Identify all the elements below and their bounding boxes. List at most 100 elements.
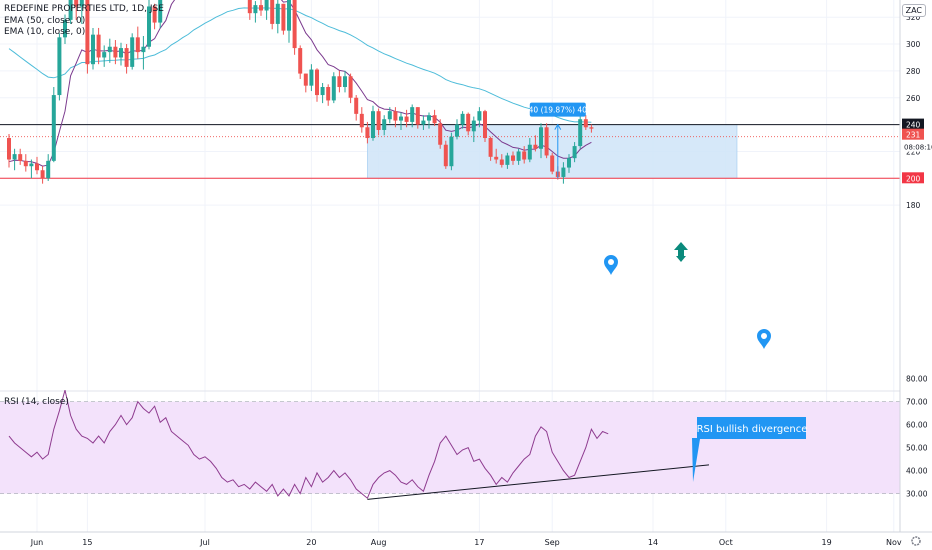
candle-body <box>40 170 45 179</box>
rsi-line <box>8 389 609 500</box>
candle-body <box>46 160 51 179</box>
time-tick-label: 15 <box>82 538 92 547</box>
candle-body <box>404 116 409 122</box>
currency-badge[interactable]: ZAC <box>901 4 926 17</box>
rsi-tick-label: 30.00 <box>906 490 928 499</box>
candle-body <box>18 154 23 161</box>
candle-down <box>483 109 487 143</box>
candle-up <box>79 0 84 24</box>
candle-body <box>455 124 459 137</box>
candle-body <box>589 127 594 129</box>
candle-body <box>91 34 95 65</box>
candle-up <box>399 112 403 130</box>
candle-up <box>578 115 583 149</box>
price-tick-label: 260 <box>906 94 921 103</box>
candle-body <box>583 119 588 128</box>
candle-body <box>415 107 420 125</box>
candle-up <box>471 116 476 143</box>
candle-body <box>68 0 73 20</box>
candle-body <box>85 0 90 65</box>
candle-down <box>270 0 275 30</box>
candle-down <box>23 154 28 172</box>
candle-up <box>331 72 336 104</box>
map-pin-icon <box>604 255 618 275</box>
legend-rsi[interactable]: RSI (14, close) <box>4 397 69 407</box>
candle-body <box>141 46 146 53</box>
candle-body <box>343 76 347 88</box>
candle-down <box>315 68 319 102</box>
legend-ema10[interactable]: EMA (10, close, 0) <box>4 27 86 37</box>
ema10-line <box>8 0 592 167</box>
candle-down <box>326 84 331 106</box>
candle-down <box>443 140 448 169</box>
candle-up <box>147 0 151 50</box>
candle-body <box>471 120 476 132</box>
candle-down <box>589 124 594 133</box>
candle-up <box>455 119 459 140</box>
legend-ema50[interactable]: EMA (50, close, 0) <box>4 16 86 26</box>
candle-body <box>544 127 549 156</box>
candle-down <box>415 107 420 129</box>
tag-200-bg <box>902 172 924 184</box>
rsi-tick-label: 50.00 <box>906 444 928 453</box>
candle-body <box>57 37 62 96</box>
candle-down <box>40 166 45 184</box>
candle-up <box>449 132 454 171</box>
time-tick-label: 14 <box>648 538 658 547</box>
ema50-line <box>8 7 592 123</box>
candle-body <box>438 123 443 145</box>
candle-down <box>348 73 353 104</box>
candle-body <box>158 0 163 23</box>
settings-gear-icon <box>911 536 921 546</box>
candle-up <box>410 104 415 128</box>
tag-240: 240 <box>906 121 921 130</box>
candle-body <box>309 69 314 86</box>
price-tick-label: 220 <box>906 147 921 156</box>
rsi-callout-bg <box>692 417 806 482</box>
candle-body <box>449 136 454 167</box>
candle-body <box>427 115 431 121</box>
candle-up <box>567 154 571 173</box>
candle-up <box>46 154 51 181</box>
candle-body <box>264 0 269 11</box>
candle-down <box>124 44 129 74</box>
candle-body <box>119 48 123 58</box>
candle-up <box>275 0 280 34</box>
candle-body <box>96 34 101 58</box>
candle-up <box>320 82 325 104</box>
candle-body <box>320 87 325 96</box>
candle-up <box>460 111 465 129</box>
candle-body <box>354 97 359 114</box>
tag-last-price: 231 <box>906 131 921 140</box>
candle-up <box>119 42 123 66</box>
candle-body <box>567 158 571 168</box>
candle-up <box>158 0 163 28</box>
candle-down <box>583 115 588 130</box>
candle-down <box>298 45 303 79</box>
candle-down <box>376 108 381 136</box>
pin-dot <box>608 259 614 265</box>
candle-body <box>337 76 342 88</box>
candle-body <box>527 144 532 160</box>
candle-body <box>259 5 263 11</box>
candle-up <box>382 115 387 136</box>
candle-up <box>477 107 482 128</box>
candle-body <box>287 0 291 31</box>
measure-arrowhead <box>554 123 562 130</box>
candle-down <box>499 154 504 168</box>
candle-body <box>371 111 375 139</box>
candle-down <box>337 70 342 93</box>
candle-body <box>79 0 84 7</box>
time-tick-label: Nov <box>886 538 902 547</box>
candle-up <box>91 27 95 70</box>
candle-body <box>539 127 543 149</box>
pin-dot <box>761 333 767 339</box>
candle-up <box>371 105 375 141</box>
tag-countdown-bg <box>902 141 932 152</box>
candle-up <box>130 33 135 70</box>
time-tick-label: 20 <box>306 538 316 547</box>
tag-last-price-bg <box>902 128 924 140</box>
candle-body <box>348 76 353 98</box>
candle-body <box>275 3 280 24</box>
candle-down <box>550 152 555 175</box>
